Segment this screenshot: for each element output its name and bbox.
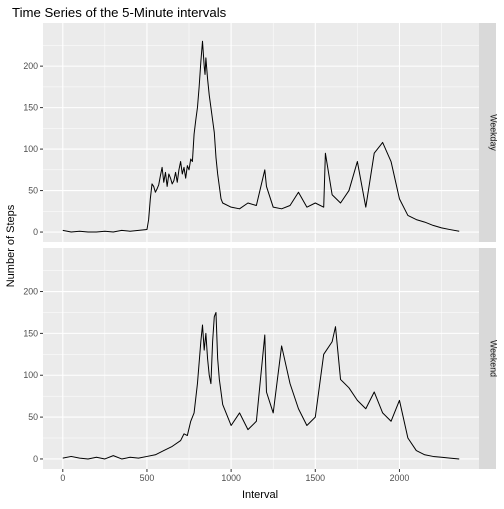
y-tick-label: 100 bbox=[23, 144, 38, 154]
x-tick-label: 2000 bbox=[390, 473, 410, 483]
y-tick-label: 0 bbox=[33, 454, 38, 464]
panel-background bbox=[43, 248, 479, 469]
facet-strip-label: Weekday bbox=[489, 114, 499, 151]
facet-panel-weekend: 0 50 100 150 200 Weekend 0 500 1000 1500 2000 bbox=[23, 248, 499, 483]
x-tick-label: 0 bbox=[60, 473, 65, 483]
y-tick-label: 150 bbox=[23, 103, 38, 113]
x-axis-title: Interval bbox=[242, 489, 278, 501]
x-tick-label: 1000 bbox=[221, 473, 241, 483]
facet-strip bbox=[479, 248, 496, 469]
facet-panel-weekday: 0 50 100 150 200 Weekday bbox=[23, 23, 499, 242]
y-tick-label: 200 bbox=[23, 287, 38, 297]
y-tick-label: 50 bbox=[28, 412, 38, 422]
series-line-weekday bbox=[62, 40, 460, 233]
y-axis-title: Number of Steps bbox=[5, 204, 17, 287]
facet-strip-label: Weekend bbox=[489, 340, 499, 377]
y-tick-label: 200 bbox=[23, 61, 38, 71]
series-line-weekend bbox=[62, 311, 460, 460]
y-tick-label: 100 bbox=[23, 370, 38, 380]
y-tick-label: 0 bbox=[33, 227, 38, 237]
facet-panels: 0 50 100 150 200 Weekday 0 50 100 150 200 Weekend 0 5… bbox=[23, 23, 499, 483]
y-tick-label: 50 bbox=[28, 186, 38, 196]
x-tick-label: 1500 bbox=[306, 473, 326, 483]
y-tick-label: 150 bbox=[23, 328, 38, 338]
chart-title: Time Series of the 5-Minute intervals bbox=[12, 5, 227, 20]
facet-strip bbox=[479, 23, 496, 242]
x-tick-label: 500 bbox=[140, 473, 155, 483]
panel-background bbox=[43, 23, 479, 242]
